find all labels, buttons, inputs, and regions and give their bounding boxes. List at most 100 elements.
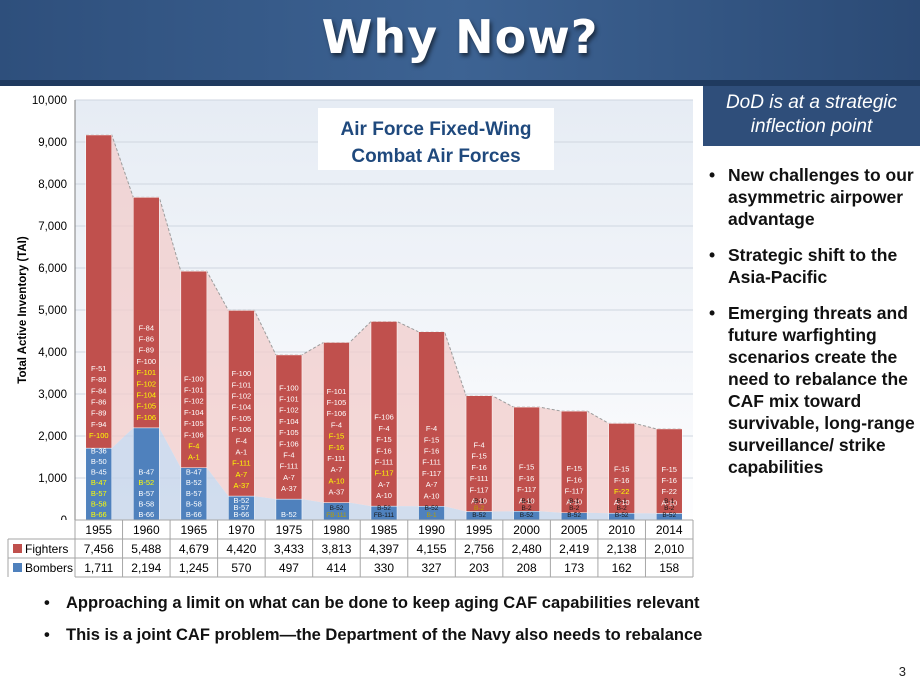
bombers-value-label: 330 <box>374 561 394 575</box>
y-tick-label: 5,000 <box>38 305 67 317</box>
bombers-value-label: 208 <box>517 561 537 575</box>
fighters-value-label: 4,155 <box>417 542 447 556</box>
aircraft-type-labels: F-51 F-80 F-84 F-86 F-89 F-94 F-100 B-36 B-50 B-4… <box>89 323 677 519</box>
bombers-value-label: 1,245 <box>179 561 209 575</box>
fighter-type-label: F-101 <box>327 387 347 396</box>
fighter-type-label: F-51 <box>91 364 106 373</box>
bomber-type-label: B-45 <box>91 468 107 477</box>
chart-title-box <box>318 108 554 170</box>
fighter-type-label: F-4 <box>283 451 294 460</box>
y-tick-label: 8,000 <box>38 179 67 191</box>
fighter-type-label: A-10 <box>424 491 440 500</box>
fighter-type-label: F-15 <box>519 463 534 472</box>
fighter-type-label: F-104 <box>232 403 252 412</box>
bombers-value-label: 497 <box>279 561 299 575</box>
y-tick-label: 4,000 <box>38 347 67 359</box>
fighter-type-label: F-16 <box>471 463 486 472</box>
fighter-type-label: F-86 <box>91 398 106 407</box>
bomber-type-label: B-1 <box>426 512 437 519</box>
page-number: 3 <box>898 664 906 679</box>
fighter-type-label: F-101 <box>279 395 299 404</box>
bomber-type-label: B-57 <box>138 489 154 498</box>
bombers-value-label: 173 <box>564 561 584 575</box>
fighter-type-label: F-100 <box>89 431 109 440</box>
fighter-type-label: F-105 <box>279 428 299 437</box>
fighter-type-label: F-106 <box>327 409 347 418</box>
fighter-type-label: F-104 <box>184 408 204 417</box>
bombers-value-label: 327 <box>422 561 442 575</box>
fighter-type-label: F-15 <box>471 452 486 461</box>
fighter-type-label: F-4 <box>331 420 342 429</box>
fighter-type-label: F-105 <box>137 402 157 411</box>
fighter-type-label: F-117 <box>374 469 393 478</box>
bomber-type-label: FB-111 <box>374 512 395 519</box>
bombers-value-label: 570 <box>231 561 251 575</box>
fighter-type-label: A-37 <box>281 484 297 493</box>
fighters-legend-label: Fighters <box>25 542 68 556</box>
fighter-type-label: A-10 <box>376 491 392 500</box>
fighter-bar <box>465 395 493 512</box>
title-banner: Why Now? <box>0 0 920 86</box>
bomber-bar <box>133 427 160 521</box>
fighters-value-label: 7,456 <box>84 542 114 556</box>
fighters-value-label: 2,756 <box>464 542 494 556</box>
fighter-type-label: F-111 <box>375 458 393 467</box>
bomber-type-label: B-57 <box>91 489 107 498</box>
fighters-legend-swatch <box>13 544 22 553</box>
fighter-type-label: F-4 <box>378 424 389 433</box>
fighters-value-label: 2,480 <box>512 542 542 556</box>
right-bullet-list: New challenges to our asymmetric airpowe… <box>706 164 918 492</box>
bombers-value-label: 1,711 <box>84 561 113 575</box>
fighter-type-label: A-37 <box>329 488 345 497</box>
fighter-bar <box>180 270 208 468</box>
bomber-type-label: B-52 <box>377 505 391 512</box>
x-tick-label: 1965 <box>180 523 207 537</box>
bomber-bar <box>85 447 113 521</box>
x-tick-label: 1990 <box>418 523 445 537</box>
x-tick-label: 1995 <box>466 523 493 537</box>
fighter-type-label: F-102 <box>279 406 299 415</box>
fighter-type-label: A-10 <box>566 498 582 507</box>
bottom-bullet-list: Approaching a limit on what can be done … <box>40 594 702 658</box>
fighter-type-label: A-10 <box>661 498 677 507</box>
combat-air-forces-chart: F-51 F-80 F-84 F-86 F-89 F-94 F-100 B-36 B-50 B-4… <box>0 95 703 578</box>
y-tick-label: 9,000 <box>38 137 67 149</box>
bomber-type-label: B-52 <box>520 512 534 519</box>
bombers-legend-label: Bombers <box>25 561 73 575</box>
fighters-value-label: 4,397 <box>369 542 399 556</box>
bullet-new-challenges: New challenges to our asymmetric airpowe… <box>706 164 918 230</box>
fighter-type-label: F-89 <box>91 409 106 418</box>
fighter-bar <box>85 134 113 449</box>
fighter-type-label: F-4 <box>473 440 484 449</box>
x-tick-label: 1985 <box>371 523 398 537</box>
fighters-value-label: 2,010 <box>654 542 684 556</box>
bomber-type-label: B-1 <box>522 498 533 505</box>
fighter-bar <box>560 410 588 513</box>
fighter-type-label: F-104 <box>137 390 157 399</box>
bomber-type-label: B-52 <box>567 512 581 519</box>
fighters-value-label: 2,138 <box>607 542 637 556</box>
bomber-type-label: B-57 <box>233 503 249 512</box>
bomber-type-label: B-66 <box>186 510 202 519</box>
bomber-type-label: B-1 <box>664 498 675 505</box>
x-tick-label: 2005 <box>561 523 588 537</box>
fighter-type-label: F-106 <box>279 439 299 448</box>
fighter-type-label: F-15 <box>662 465 677 474</box>
fighter-type-label: A-7 <box>283 473 295 482</box>
fighter-type-label: F-84 <box>139 323 154 332</box>
fighter-type-label: F-106 <box>184 430 204 439</box>
bomber-type-label: B-52 <box>138 478 154 487</box>
bomber-type-label: B-2 <box>522 505 533 512</box>
fighter-type-label: A-10 <box>519 496 535 505</box>
fighter-type-label: F-111 <box>327 454 345 463</box>
x-tick-label: 1970 <box>228 523 255 537</box>
fighter-bar <box>655 428 683 514</box>
fighter-type-label: F-94 <box>91 420 106 429</box>
fighter-type-label: F-15 <box>566 464 581 473</box>
y-tick-label: 7,000 <box>38 221 67 233</box>
fighter-type-label: F-106 <box>232 425 252 434</box>
fighter-bar <box>228 310 255 497</box>
fighter-type-label: F-15 <box>614 465 629 474</box>
fighter-type-label: F-117 <box>517 485 536 494</box>
bomber-type-label: B-1 <box>474 498 485 505</box>
